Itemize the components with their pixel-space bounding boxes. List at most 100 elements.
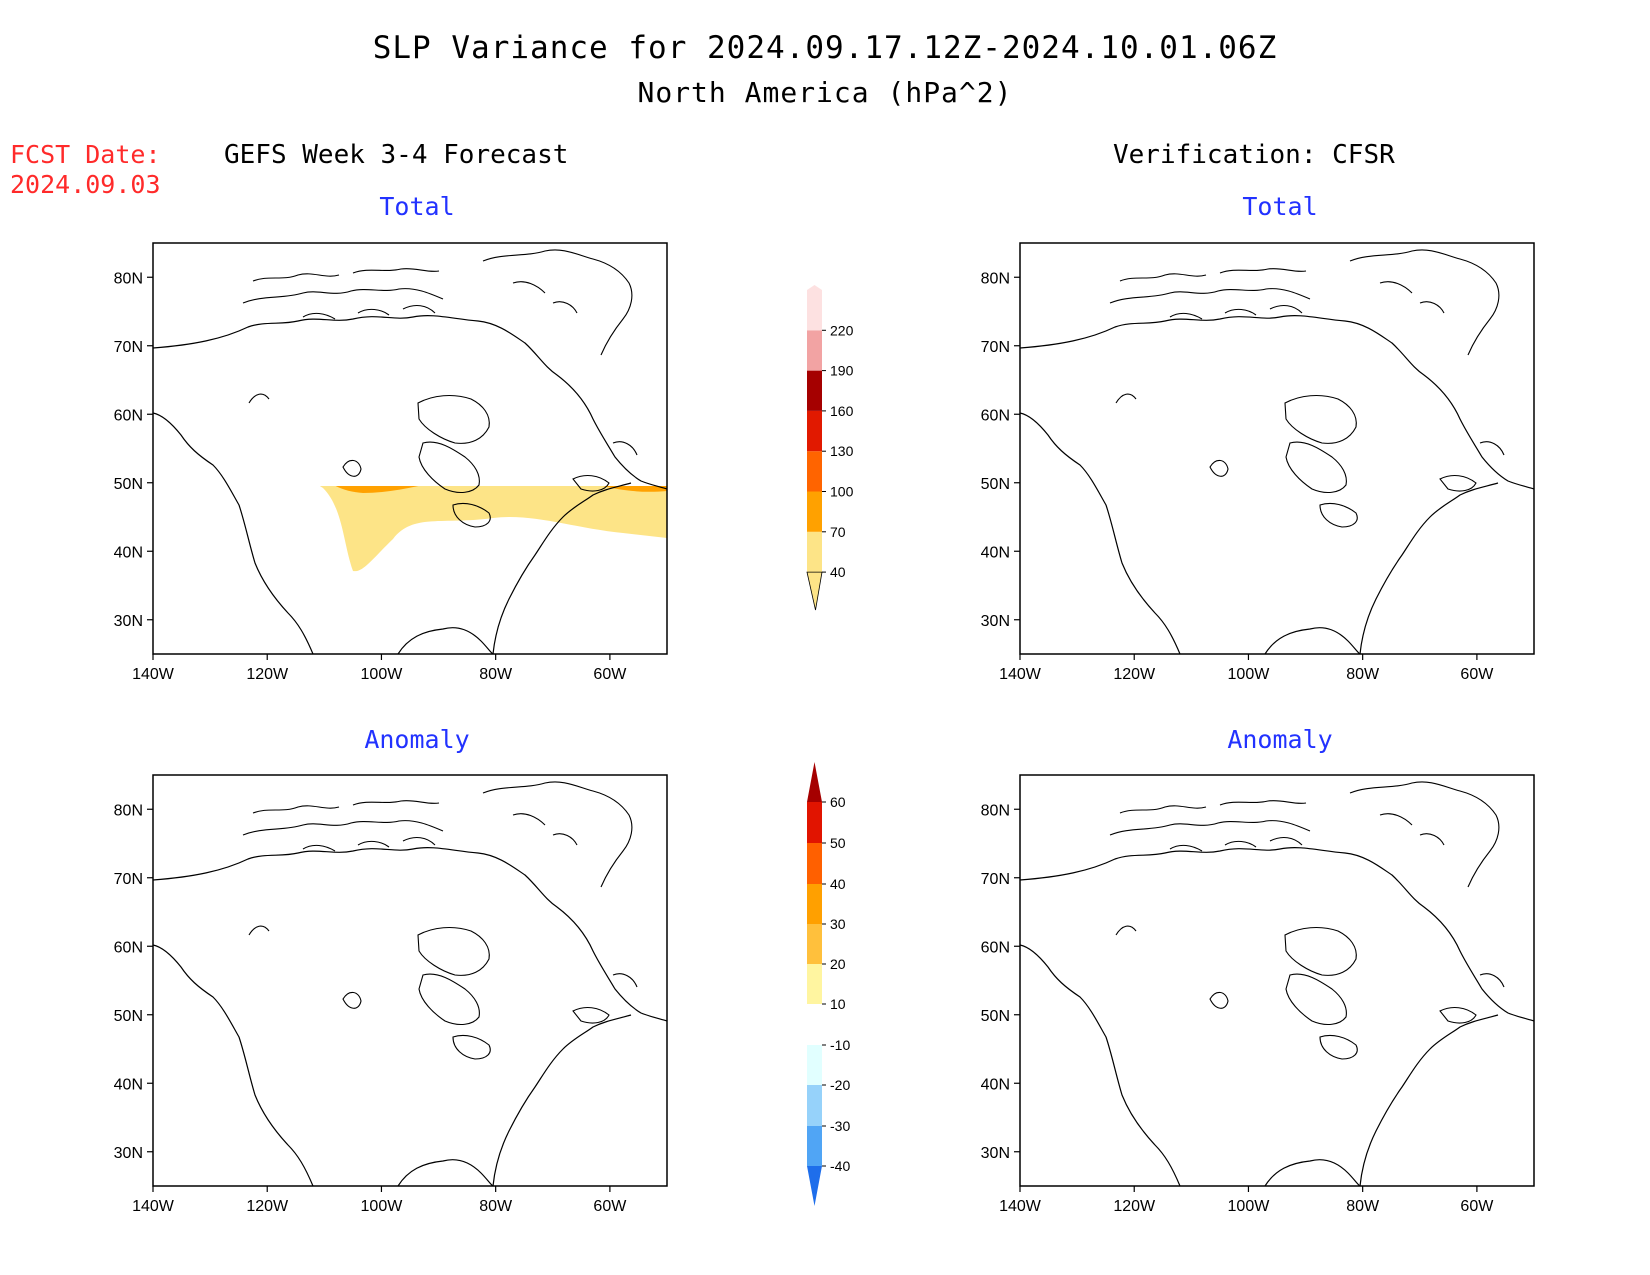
colorbar-anomaly-swatch bbox=[807, 1004, 822, 1045]
lat-tick-label: 70N bbox=[114, 339, 143, 356]
colorbar-total-swatch bbox=[807, 410, 822, 452]
lon-tick-label: 120W bbox=[1113, 1198, 1156, 1215]
colorbar-total-swatch bbox=[807, 531, 822, 573]
colorbar-anomaly-label: 50 bbox=[830, 835, 846, 851]
lon-tick-label: 60W bbox=[1460, 1198, 1494, 1215]
colorbar-anomaly-label: 10 bbox=[830, 996, 846, 1012]
forecast-total-map bbox=[152, 242, 668, 655]
lat-tick-label: 80N bbox=[981, 270, 1010, 287]
colorbar-anomaly-swatch bbox=[807, 924, 822, 964]
lat-tick-label: 50N bbox=[114, 1008, 143, 1025]
forecast-total-title: Total bbox=[379, 192, 455, 221]
verification-total-map bbox=[1019, 242, 1535, 655]
lat-tick-label: 40N bbox=[981, 544, 1010, 561]
lat-tick-label: 30N bbox=[981, 1145, 1010, 1162]
colorbar-total-label: 220 bbox=[830, 322, 854, 338]
colorbar-anomaly: -40 -30 -20 -10 10 20 30 40 50 60 bbox=[807, 762, 850, 1206]
fcst-date-label: FCST Date: bbox=[10, 140, 161, 169]
lat-tick-label: 50N bbox=[114, 476, 143, 493]
right-column-heading: Verification: CFSR bbox=[1113, 140, 1395, 170]
lat-tick-label: 70N bbox=[981, 871, 1010, 888]
forecast-anomaly-title: Anomaly bbox=[364, 725, 470, 754]
lat-tick-label: 70N bbox=[981, 339, 1010, 356]
lat-tick-label: 30N bbox=[114, 613, 143, 630]
colorbar-anomaly-label: -30 bbox=[830, 1118, 850, 1134]
lon-tick-label: 140W bbox=[132, 1198, 175, 1215]
lat-tick-label: 50N bbox=[981, 476, 1010, 493]
forecast-anomaly-map bbox=[152, 774, 668, 1187]
lat-tick-label: 70N bbox=[114, 871, 143, 888]
lon-tick-label: 60W bbox=[593, 666, 627, 683]
lon-tick-label: 120W bbox=[1113, 666, 1156, 683]
lat-tick-label: 40N bbox=[114, 544, 143, 561]
lat-tick-label: 60N bbox=[981, 939, 1010, 956]
colorbar-anomaly-label: -10 bbox=[830, 1037, 850, 1053]
colorbar-total-label: 100 bbox=[830, 484, 854, 500]
colorbar-total-label: 40 bbox=[830, 564, 846, 580]
lat-tick-label: 40N bbox=[981, 1076, 1010, 1093]
colorbar-total-label: 130 bbox=[830, 443, 854, 459]
colorbar-anomaly-swatch bbox=[807, 884, 822, 924]
colorbar-anomaly-label: 60 bbox=[830, 794, 846, 810]
chart-subtitle: North America (hPa^2) bbox=[637, 76, 1013, 109]
colorbar-total-label: 70 bbox=[830, 524, 846, 540]
lon-tick-label: 60W bbox=[593, 1198, 627, 1215]
colorbar-anomaly-label: -40 bbox=[830, 1158, 850, 1174]
colorbar-anomaly-swatch bbox=[807, 1045, 822, 1085]
colorbar-total-swatch bbox=[807, 370, 822, 411]
colorbar-anomaly-label: -20 bbox=[830, 1077, 850, 1093]
colorbar-anomaly-swatch bbox=[807, 802, 822, 843]
lon-tick-label: 60W bbox=[1460, 666, 1494, 683]
lon-tick-label: 120W bbox=[246, 666, 289, 683]
lat-tick-label: 60N bbox=[981, 407, 1010, 424]
lon-tick-label: 100W bbox=[1228, 1198, 1271, 1215]
lat-tick-label: 30N bbox=[114, 1145, 143, 1162]
lon-tick-label: 100W bbox=[361, 1198, 404, 1215]
colorbar-anomaly-upper-arrow bbox=[807, 762, 822, 802]
lat-tick-label: 30N bbox=[981, 613, 1010, 630]
axes-layer: 80N 70N 60N 50N 40N 30N 140W 120W 100W 80W 60W 80N 7… bbox=[114, 270, 1495, 1215]
verification-anomaly-map bbox=[1019, 774, 1535, 1187]
lat-tick-label: 80N bbox=[114, 802, 143, 819]
lon-tick-label: 100W bbox=[361, 666, 404, 683]
lat-tick-label: 60N bbox=[114, 407, 143, 424]
colorbar-anomaly-label: 30 bbox=[830, 916, 846, 932]
colorbar-total-swatch bbox=[807, 491, 822, 532]
fcst-date-value: 2024.09.03 bbox=[10, 170, 161, 199]
chart-title: SLP Variance for 2024.09.17.12Z-2024.10.… bbox=[372, 30, 1278, 66]
lat-tick-label: 40N bbox=[114, 1076, 143, 1093]
verification-anomaly-title: Anomaly bbox=[1227, 725, 1333, 754]
colorbar-anomaly-swatch bbox=[807, 964, 822, 1004]
lon-tick-label: 140W bbox=[132, 666, 175, 683]
colorbar-anomaly-swatch bbox=[807, 843, 822, 884]
fcst-date-block: FCST Date: 2024.09.03 bbox=[10, 140, 161, 200]
colorbar-total-label: 160 bbox=[830, 403, 854, 419]
left-column-heading: GEFS Week 3-4 Forecast bbox=[224, 140, 569, 170]
lon-tick-label: 80W bbox=[479, 666, 513, 683]
colorbar-anomaly-label: 20 bbox=[830, 956, 846, 972]
lon-tick-label: 140W bbox=[999, 666, 1042, 683]
colorbar-anomaly-lower-arrow bbox=[807, 1166, 822, 1206]
colorbar-anomaly-label: 40 bbox=[830, 876, 846, 892]
colorbar-total-lower-arrow bbox=[806, 571, 823, 611]
lon-tick-label: 140W bbox=[999, 1198, 1042, 1215]
lat-tick-label: 80N bbox=[981, 802, 1010, 819]
lon-tick-label: 80W bbox=[479, 1198, 513, 1215]
colorbar-total: 40 70 100 130 160 190 220 bbox=[806, 285, 854, 611]
lat-tick-label: 60N bbox=[114, 939, 143, 956]
verification-total-title: Total bbox=[1242, 192, 1318, 221]
lat-tick-label: 50N bbox=[981, 1008, 1010, 1025]
colorbar-total-swatch bbox=[807, 330, 822, 371]
colorbar-total-label: 190 bbox=[830, 363, 854, 379]
colorbar-anomaly-swatch bbox=[807, 1085, 822, 1126]
colorbar-total-upper-tip bbox=[807, 285, 822, 290]
colorbar-anomaly-swatch bbox=[807, 1126, 822, 1166]
lon-tick-label: 100W bbox=[1228, 666, 1271, 683]
lon-tick-label: 120W bbox=[246, 1198, 289, 1215]
colorbar-total-swatch bbox=[807, 451, 822, 492]
lon-tick-label: 80W bbox=[1346, 1198, 1380, 1215]
colorbar-total-swatch bbox=[807, 290, 822, 331]
lat-tick-label: 80N bbox=[114, 270, 143, 287]
lon-tick-label: 80W bbox=[1346, 666, 1380, 683]
